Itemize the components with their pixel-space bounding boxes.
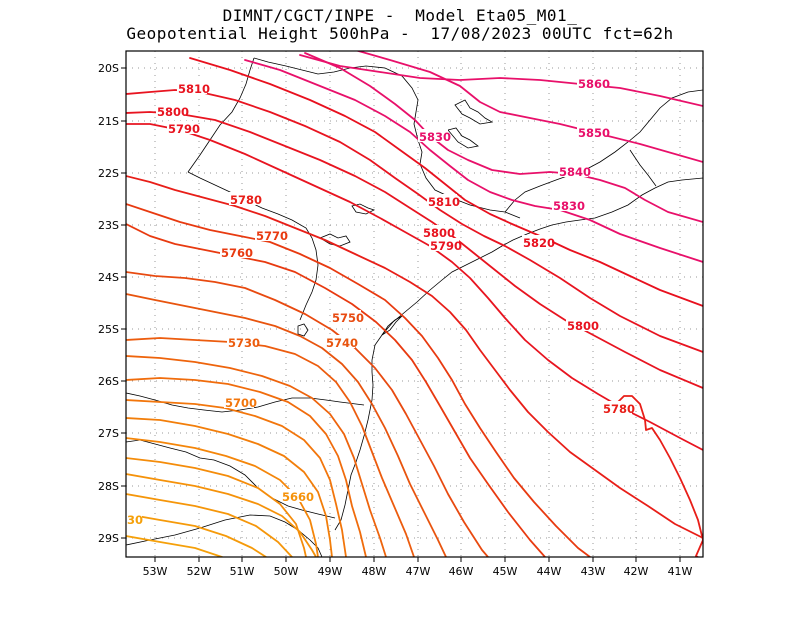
contour-5670 [126, 457, 307, 557]
lat-tick-label: 24S [98, 271, 119, 284]
contour-label: 30 [127, 513, 143, 527]
contour-5780 [126, 175, 703, 539]
lon-tick-label: 53W [143, 565, 168, 578]
contour-5820 [189, 57, 703, 307]
map-title-line-1: DIMNT/CGCT/INPE - Model Eta05_M01_ [222, 6, 578, 25]
lon-tick-label: 47W [406, 565, 431, 578]
contour-5840 [304, 52, 703, 223]
contour-5750 [126, 271, 489, 557]
state-border [126, 514, 323, 557]
lake [297, 323, 309, 337]
lat-tick-label: 21S [98, 115, 119, 128]
contour-label: 5810 [428, 195, 460, 209]
state-border [126, 439, 336, 519]
contour-5700 [126, 399, 347, 557]
lon-tick-label: 42W [624, 565, 649, 578]
contour-5830 [244, 59, 703, 263]
contour-5640 [126, 513, 267, 557]
lake [454, 99, 494, 125]
contour-5760 [126, 223, 546, 557]
contour-label: 5770 [256, 229, 288, 243]
contour-5850 [355, 51, 703, 163]
contour-label: 5780 [230, 193, 262, 207]
contour-label: 5800 [423, 226, 455, 240]
lat-tick-label: 25S [98, 323, 119, 336]
contour-label: 5810 [178, 82, 210, 96]
contour-5770 [126, 203, 591, 557]
contour-label: 5740 [326, 336, 358, 350]
lat-tick-label: 28S [98, 480, 119, 493]
contour-label: 5750 [332, 311, 364, 325]
contour-label: 5730 [228, 336, 260, 350]
lon-tick-label: 52W [187, 565, 212, 578]
state-border [187, 57, 255, 173]
contour-5800 [126, 111, 703, 389]
contour-5860 [299, 54, 703, 107]
lat-tick-label: 29S [98, 532, 119, 545]
lake [351, 203, 376, 215]
contour-5720 [126, 355, 387, 557]
contour-5630 [126, 535, 223, 557]
contour-5710 [126, 377, 367, 557]
contour-label: 5700 [225, 396, 257, 410]
lat-tick-label: 22S [98, 167, 119, 180]
state-border [629, 149, 657, 187]
lon-tick-label: 49W [318, 565, 343, 578]
contour-label: 5820 [523, 236, 555, 250]
contour-label: 5790 [168, 122, 200, 136]
lat-tick-label: 27S [98, 427, 119, 440]
map-title-line-2: Geopotential Height 500hPa - 17/08/2023 … [126, 24, 674, 43]
contour-label: 5830 [419, 130, 451, 144]
contour-5680 [126, 437, 319, 557]
contour-5810 [126, 89, 703, 353]
lon-tick-label: 48W [362, 565, 387, 578]
contour-label: 5800 [157, 105, 189, 119]
contour-5780-loop [617, 395, 703, 557]
lake [319, 233, 351, 247]
lon-tick-label: 46W [449, 565, 474, 578]
coastline-inlet [381, 315, 403, 336]
contour-label: 5860 [578, 77, 610, 91]
lake [447, 127, 479, 149]
contour-label: 5780 [603, 402, 635, 416]
contour-labels: 5860 5850 5840 5830 5830 5820 5810 5810 … [126, 76, 635, 527]
lat-tick-label: 23S [98, 219, 119, 232]
contour-label: 5790 [430, 239, 462, 253]
contour-label: 5660 [282, 490, 314, 504]
coastline [334, 177, 703, 531]
lon-tick-label: 45W [493, 565, 518, 578]
map-frame [125, 50, 704, 558]
contour-5650 [126, 493, 293, 557]
contour-5730 [126, 337, 415, 557]
contour-label: 5800 [567, 319, 599, 333]
contour-5790 [126, 123, 703, 451]
lon-tick-label: 50W [274, 565, 299, 578]
contour-label: 5830 [553, 199, 585, 213]
contour-5740 [126, 293, 447, 557]
contour-5660 [126, 473, 317, 557]
contour-5690 [126, 417, 333, 557]
contour-label: 5850 [578, 126, 610, 140]
lon-tick-label: 44W [537, 565, 562, 578]
lon-tick-label: 41W [668, 565, 693, 578]
state-border [504, 89, 703, 213]
state-border [187, 171, 319, 321]
contour-label: 5840 [559, 165, 591, 179]
contour-label: 5760 [221, 246, 253, 260]
lon-tick-label: 43W [581, 565, 606, 578]
lat-tick-label: 26S [98, 375, 119, 388]
lon-tick-label: 51W [230, 565, 255, 578]
lat-tick-label: 20S [98, 62, 119, 75]
